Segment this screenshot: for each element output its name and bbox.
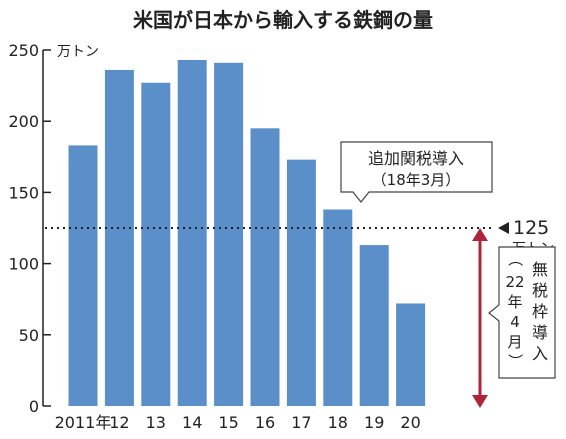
y-axis: 0 50 100 150 200 250 — [8, 41, 51, 416]
quota-callout-char: 導 — [532, 323, 548, 342]
x-tick-label: 16 — [255, 413, 275, 432]
x-tick-label: 19 — [364, 413, 384, 432]
quota-range-arrow — [472, 228, 488, 408]
y-unit-label: 万トン — [57, 44, 99, 60]
x-tick-label: 14 — [182, 413, 202, 432]
y-tick-label: 50 — [19, 326, 39, 345]
reference-value: 125 — [513, 217, 549, 239]
arrow-up-icon — [472, 228, 488, 241]
y-tick-label: 250 — [8, 41, 39, 60]
quota-callout-char: 入 — [532, 344, 548, 363]
y-tick-label: 200 — [8, 112, 39, 131]
bars — [68, 59, 426, 407]
quota-callout-char: 月 — [507, 333, 522, 351]
bar — [286, 159, 316, 406]
arrow-down-icon — [472, 395, 488, 408]
chart-title: 米国が日本から輸入する鉄鋼の量 — [133, 8, 433, 32]
x-tick-label: 13 — [146, 413, 166, 432]
tariff-callout-line2: （18年3月） — [372, 171, 461, 189]
quota-callout-char: 税 — [532, 281, 548, 300]
y-tick-label: 0 — [29, 397, 39, 416]
x-tick-label: 15 — [218, 413, 238, 432]
bar — [214, 62, 244, 406]
x-tick-label: 2011年 — [55, 413, 112, 432]
bar — [68, 145, 98, 406]
bar — [323, 209, 353, 406]
bar — [177, 59, 207, 407]
x-tick-label: 12 — [109, 413, 129, 432]
tariff-callout-line1: 追加関税導入 — [368, 149, 464, 168]
x-tick-label: 18 — [328, 413, 348, 432]
quota-callout-char: 22 — [505, 273, 524, 291]
y-tick-label: 150 — [8, 183, 39, 202]
bar — [141, 82, 171, 406]
quota-callout-char: ） — [506, 353, 524, 368]
x-tick-label: 17 — [291, 413, 311, 432]
quota-callout-char: 枠 — [532, 302, 548, 321]
bar — [359, 245, 389, 406]
quota-callout-char: 4 — [510, 313, 520, 331]
y-tick-label: 100 — [8, 255, 39, 274]
tariff-callout: 追加関税導入 （18年3月） — [340, 141, 493, 203]
bar — [250, 128, 280, 406]
quota-callout-char: 無 — [532, 260, 548, 279]
quota-callout-line2: （ 22 年 4 月 ） — [505, 251, 524, 368]
quota-callout-char: 年 — [507, 293, 522, 311]
x-tick-label: 20 — [400, 413, 420, 432]
reference-marker-icon — [498, 222, 509, 234]
quota-callout-char: （ — [506, 251, 524, 266]
bar — [104, 69, 134, 406]
bar — [396, 303, 426, 406]
